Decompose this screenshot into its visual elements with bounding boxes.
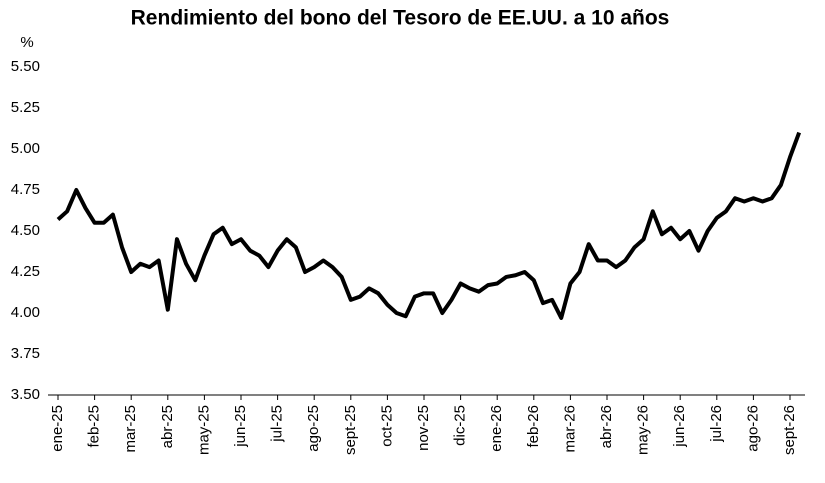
x-tick-label: mar-26	[561, 405, 578, 453]
x-tick-label: jul-25	[269, 405, 286, 443]
x-tick-label: sept-26	[781, 405, 798, 455]
x-tick-label: feb-25	[86, 405, 103, 448]
y-axis-label: %	[20, 34, 33, 51]
x-tick-label: ene-25	[49, 405, 66, 452]
x-tick-label: may-26	[635, 405, 652, 455]
x-tick-label: jun-26	[671, 405, 688, 448]
x-tick-label: oct-25	[378, 405, 395, 447]
y-tick-label: 5.25	[11, 99, 40, 116]
x-tick-label: ago-26	[744, 405, 761, 452]
y-tick-label: 4.50	[11, 222, 40, 239]
x-tick-label: nov-25	[415, 405, 432, 451]
x-tick-label: dic-25	[452, 405, 469, 446]
x-tick-label: feb-26	[525, 405, 542, 448]
data-line	[56, 131, 802, 320]
y-tick-label: 4.25	[11, 263, 40, 280]
y-tick-label: 5.50	[11, 58, 40, 75]
y-tick-label: 3.50	[11, 386, 40, 403]
x-tick-label: abr-25	[159, 405, 176, 448]
chart-title: Rendimiento del bono del Tesoro de EE.UU…	[131, 7, 670, 30]
y-tick-label: 4.00	[11, 304, 40, 321]
y-tick-label: 4.75	[11, 181, 40, 198]
y-tick-label: 3.75	[11, 345, 40, 362]
x-tick-label: ene-26	[488, 405, 505, 452]
x-tick-label: may-25	[195, 405, 212, 455]
x-tick-label: jun-25	[232, 405, 249, 448]
x-tick-label: mar-25	[122, 405, 139, 453]
y-tick-label: 5.00	[11, 140, 40, 157]
x-tick-label: jul-26	[708, 405, 725, 443]
x-tick-label: sept-25	[342, 405, 359, 455]
x-tick-label: ago-25	[305, 405, 322, 452]
x-tick-label: abr-26	[598, 405, 615, 448]
